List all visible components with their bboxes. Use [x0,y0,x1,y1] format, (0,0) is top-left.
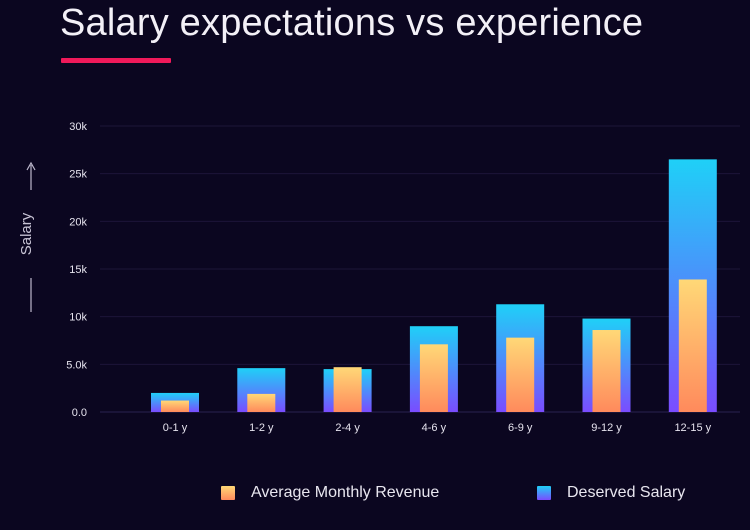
bar-average-monthly-revenue [592,330,621,412]
legend-label-average: Average Monthly Revenue [251,484,440,501]
x-tick-label: 0-1 y [163,422,188,434]
x-tick-label: 4-6 y [422,422,447,434]
x-tick-label: 6-9 y [508,422,533,434]
bar-average-monthly-revenue [247,393,276,412]
y-tick-label: 10k [69,312,87,324]
x-axis-ticks: 0-1 y 1-2 y 2-4 y 4-6 y 6-9 y 9-12 y 12-15 y [163,422,712,434]
y-tick-label: 20k [69,216,87,228]
y-tick-label: 25k [69,169,87,181]
y-axis-title: Salary [18,212,35,255]
y-axis-label: Salary [18,161,36,312]
bars [151,159,717,412]
title-underline [61,58,171,63]
legend-label-deserved: Deserved Salary [567,484,686,501]
bar-average-monthly-revenue [678,279,707,412]
y-label-arrow-head [26,161,36,171]
y-tick-label: 5.0k [66,359,87,371]
legend-swatch-average [221,486,235,500]
grid-lines [100,125,740,413]
y-tick-label: 30k [69,121,87,133]
x-tick-label: 1-2 y [249,422,274,434]
x-tick-label: 12-15 y [674,422,711,434]
legend: Average Monthly Revenue Deserved Salary [0,484,750,512]
x-tick-label: 9-12 y [591,422,622,434]
legend-item-deserved-salary[interactable]: Deserved Salary [537,484,685,502]
chart-title: Salary expectations vs experience [60,2,644,44]
bar-average-monthly-revenue [506,337,535,412]
bar-chart: 0.0 5.0k 10k 15k 20k 25k 30k 0-1 y 1-2 y 2-4 y 4-… [18,121,740,434]
x-tick-label: 2-4 y [335,422,360,434]
bar-average-monthly-revenue [333,367,362,412]
y-tick-label: 15k [69,264,87,276]
bar-average-monthly-revenue [161,400,189,412]
y-axis-ticks: 0.0 5.0k 10k 15k 20k 25k 30k [66,121,87,419]
legend-swatch-deserved [537,486,551,500]
bar-average-monthly-revenue [419,344,448,412]
y-tick-label: 0.0 [72,407,87,419]
legend-item-average-monthly-revenue[interactable]: Average Monthly Revenue [221,484,439,502]
